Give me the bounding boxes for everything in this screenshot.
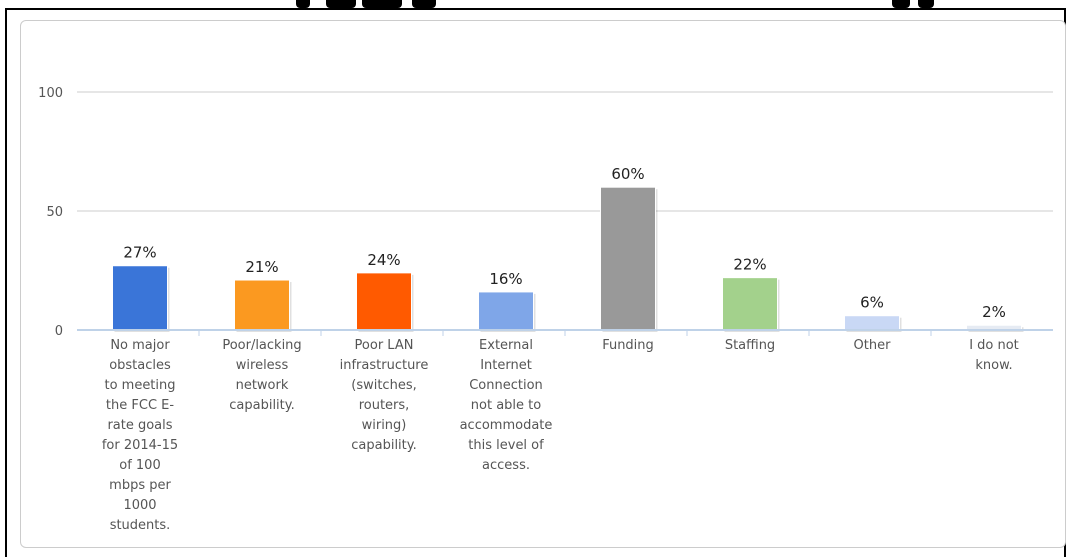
data-label: 24% — [367, 251, 400, 269]
data-labels: 27% 21% 24% 16% 60% 22% 6% 2% — [123, 165, 1006, 321]
x-tick-label: Poor LAN infrastructure (switches, routers,… — [340, 338, 429, 453]
y-axis-ticks: 0 50 100 — [38, 86, 63, 339]
x-tick-label: No major obstacles to meeting the FCC E-rat… — [102, 338, 178, 533]
data-label: 21% — [245, 258, 278, 276]
data-label: 22% — [733, 256, 766, 274]
y-tick-label: 50 — [46, 205, 63, 220]
data-label: 2% — [982, 303, 1006, 321]
bar[interactable] — [478, 291, 534, 331]
x-axis — [77, 329, 1053, 336]
x-tick-label: External Internet Connection not able to acc… — [460, 338, 553, 473]
data-label: 60% — [611, 165, 644, 183]
bars — [112, 186, 1024, 332]
cropped-title — [0, 0, 1067, 8]
bar[interactable] — [600, 186, 656, 331]
x-tick-label: Staffing — [725, 338, 775, 353]
data-label: 27% — [123, 244, 156, 262]
bar[interactable] — [844, 315, 900, 331]
bar[interactable] — [722, 277, 778, 331]
grid-lines — [77, 91, 1053, 212]
data-label: 16% — [489, 270, 522, 288]
y-tick-label: 0 — [55, 324, 63, 339]
bar-chart: 0 50 100 27% 21% 24% 16% 60% 22% 6% 2% No major ob… — [38, 86, 1053, 533]
x-tick-label: Funding — [602, 338, 654, 353]
bar[interactable] — [112, 265, 168, 331]
x-tick-label: Other — [854, 338, 892, 353]
category-labels: No major obstacles to meeting the FCC E-rat… — [102, 338, 1019, 533]
x-tick-label: Poor/lacking wireless network capability. — [222, 338, 301, 413]
bar[interactable] — [356, 272, 412, 331]
y-tick-label: 100 — [38, 86, 63, 101]
data-label: 6% — [860, 294, 884, 312]
x-tick-label: I do not know. — [969, 338, 1019, 373]
bar[interactable] — [234, 279, 290, 331]
chart-panel: 0 50 100 27% 21% 24% 16% 60% 22% 6% 2% No major ob… — [20, 20, 1066, 548]
